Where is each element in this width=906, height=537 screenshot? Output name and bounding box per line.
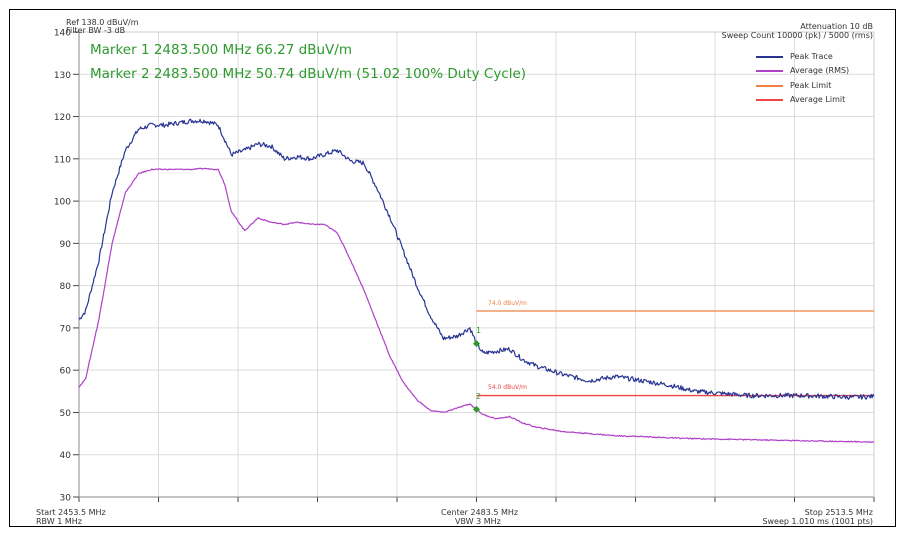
vbw-label: VBW 3 MHz — [455, 517, 501, 526]
y-tick-label: 120 — [54, 113, 71, 123]
legend-swatch-average — [756, 70, 783, 72]
sweep-time-label: Sweep 1.010 ms (1001 pts) — [762, 517, 873, 526]
legend-label-peak-trace: Peak Trace — [790, 52, 833, 61]
average-limit-label: 54.0 dBuV/m — [488, 384, 527, 391]
legend-swatch-peak-trace — [756, 56, 783, 58]
center-frequency-label: Center 2483.5 MHz — [441, 508, 519, 517]
marker-1-readout: Marker 1 2483.500 MHz 66.27 dBuV/m — [90, 42, 352, 58]
marker-2-diamond — [473, 405, 480, 413]
start-frequency-label: Start 2453.5 MHz — [36, 508, 106, 517]
y-tick-label: 140 — [54, 29, 71, 39]
legend-label-peak-limit: Peak Limit — [790, 81, 832, 90]
y-tick-label: 100 — [54, 198, 71, 208]
rbw-label: RBW 1 MHz — [36, 517, 82, 526]
y-tick-label: 90 — [60, 240, 72, 250]
legend-swatch-average-limit — [756, 99, 783, 101]
y-tick-label: 30 — [60, 494, 72, 504]
y-tick-label: 130 — [54, 71, 71, 81]
legend-label-average-limit: Average Limit — [790, 95, 846, 104]
legend-swatch-peak-limit — [756, 85, 783, 87]
chart-frame — [9, 9, 896, 527]
marker-1-point-label: 1 — [476, 326, 482, 335]
ref-level-label: Ref 138.0 dBuV/m — [66, 18, 139, 27]
marker-2-point-label: 2 — [476, 392, 482, 401]
legend-label-average: Average (RMS) — [790, 66, 850, 75]
attenuation-label: Attenuation 10 dB — [800, 22, 873, 31]
sweep-count-label: Sweep Count 10000 (pk) / 5000 (rms) — [721, 31, 873, 40]
peak-limit-label: 74.0 dBuV/m — [488, 300, 527, 307]
y-tick-label: 80 — [60, 282, 72, 292]
y-tick-label: 110 — [54, 155, 71, 165]
marker-2-readout: Marker 2 2483.500 MHz 50.74 dBuV/m (51.0… — [90, 66, 527, 82]
filter-bw-label: Filter BW -3 dB — [66, 26, 126, 35]
y-tick-label: 40 — [60, 451, 72, 461]
marker-1-diamond — [473, 340, 480, 348]
y-tick-label: 50 — [60, 409, 72, 419]
stop-frequency-label: Stop 2513.5 MHz — [804, 508, 873, 517]
y-tick-label: 70 — [60, 324, 72, 334]
y-tick-label: 60 — [60, 367, 72, 377]
